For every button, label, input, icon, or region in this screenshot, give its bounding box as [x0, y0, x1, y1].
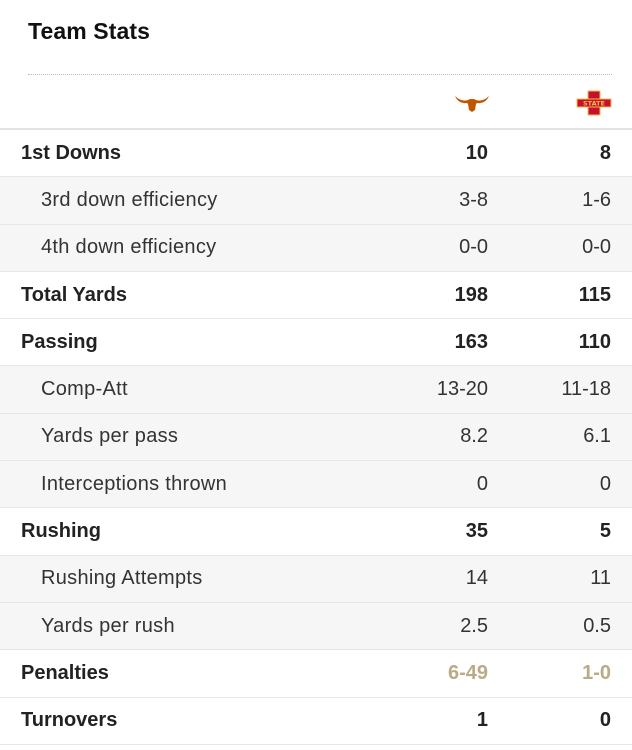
stat-label: Rushing Attempts [41, 567, 203, 590]
stat-label: Penalties [21, 661, 109, 684]
team2-value: 1-0 [582, 661, 611, 684]
team2-value: 11 [590, 567, 611, 590]
stat-row: Passing 163 110 [0, 319, 632, 367]
stat-row: Yards per pass 8.2 6.1 [0, 413, 632, 462]
longhorn-logo-icon[interactable] [450, 88, 494, 118]
team2-value: 0-0 [582, 236, 611, 259]
team1-value: 13-20 [436, 378, 488, 401]
team-stats-table: 1st Downs 10 8 3rd down efficiency 3-8 1-6 4th… [0, 128, 632, 745]
team2-value: 0 [599, 709, 611, 732]
stat-label: Passing [21, 330, 98, 353]
team1-value: 6-49 [447, 661, 488, 684]
team-logo-row: STATE [0, 82, 632, 128]
team2-value: 115 [578, 283, 611, 306]
stat-row: Rushing 35 5 [0, 508, 632, 556]
svg-text:STATE: STATE [583, 100, 605, 108]
stat-label: Total Yards [21, 283, 127, 306]
header: Team Stats [28, 18, 150, 45]
team2-value: 110 [578, 330, 611, 353]
stat-row: Turnovers 1 0 [0, 697, 632, 745]
team1-value: 198 [454, 283, 488, 306]
team1-value: 0 [476, 472, 488, 495]
stat-label: 3rd down efficiency [41, 188, 218, 211]
stat-row: Yards per rush 2.5 0.5 [0, 602, 632, 651]
stat-row: Penalties 6-49 1-0 [0, 650, 632, 698]
stat-row: Comp-Att 13-20 11-18 [0, 366, 632, 414]
stat-row: Interceptions thrown 0 0 [0, 461, 632, 509]
team1-value: 3-8 [459, 188, 488, 211]
team2-value: 8 [599, 141, 611, 164]
stat-label: Rushing [21, 520, 101, 543]
team1-value: 1 [476, 709, 488, 732]
team1-value: 10 [465, 141, 488, 164]
stat-label: Interceptions thrown [41, 472, 228, 495]
page-title: Team Stats [28, 18, 151, 44]
team2-value: 0 [599, 472, 611, 495]
iowa-state-logo-icon[interactable]: STATE [574, 88, 614, 118]
team1-value: 0-0 [459, 236, 488, 259]
team2-value: 1-6 [582, 188, 611, 211]
team2-value: 0.5 [583, 614, 611, 637]
stat-row: 1st Downs 10 8 [0, 130, 632, 178]
stat-row: 3rd down efficiency 3-8 1-6 [0, 177, 632, 225]
team1-value: 35 [465, 520, 488, 543]
stat-row: Total Yards 198 115 [0, 271, 632, 320]
team1-value: 2.5 [460, 614, 488, 637]
team2-value: 11-18 [561, 378, 611, 401]
team1-value: 14 [465, 567, 488, 590]
stat-row: Rushing Attempts 14 11 [0, 555, 632, 603]
team2-value: 5 [599, 520, 611, 543]
stat-row: 4th down efficiency 0-0 0-0 [0, 224, 632, 272]
team2-value: 6.1 [583, 425, 611, 448]
stat-label: Turnovers [21, 709, 118, 732]
stat-label: Comp-Att [41, 378, 128, 401]
team1-value: 8.2 [460, 425, 488, 448]
stat-label: Yards per pass [41, 425, 179, 448]
stat-label: 1st Downs [21, 141, 122, 164]
team1-value: 163 [454, 330, 488, 353]
stat-label: Yards per rush [41, 614, 175, 637]
divider [28, 74, 612, 75]
stat-label: 4th down efficiency [41, 236, 217, 259]
